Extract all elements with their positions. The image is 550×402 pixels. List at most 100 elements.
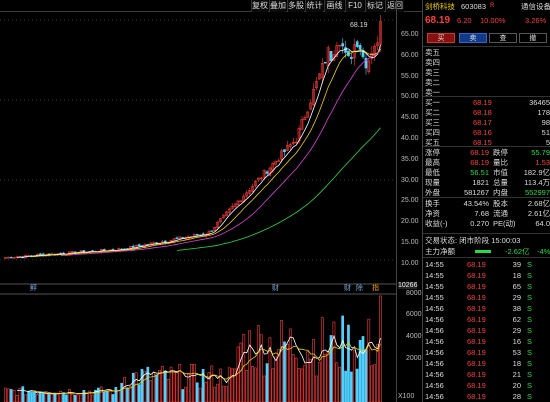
candle-body <box>38 253 42 256</box>
candle-body <box>245 192 249 197</box>
candle-body <box>379 21 382 45</box>
price-tick: 65.00 <box>401 30 419 38</box>
tick-time: 14:55 <box>425 293 444 302</box>
tick-volume: 53 <box>512 348 521 357</box>
candle-body <box>219 218 222 223</box>
tick-row: 14:56 68.19 16 S <box>425 337 550 346</box>
volume-bar <box>222 385 225 402</box>
volume-bar <box>358 340 362 402</box>
stat-label: 净资 <box>425 209 440 218</box>
tick-price: 68.19 <box>467 392 486 401</box>
trade-button-3[interactable]: 撤 <box>519 33 547 43</box>
toolbar-0-button[interactable]: 复权 <box>251 0 268 12</box>
volume-bar <box>99 386 103 402</box>
volume-bar <box>4 387 7 402</box>
price-tick: 30.00 <box>401 176 419 184</box>
ask-label: 卖一 <box>425 88 440 97</box>
candle-body <box>320 63 324 78</box>
quote-panel: 剑桥科技 603083 R 通信设备 68.19 6.20 10.00% 3.2… <box>423 0 550 402</box>
volume-bar <box>85 392 89 402</box>
chart-toolbar: 复权 叠加 多股 统计 画线 F10 标记 返回 <box>0 0 422 12</box>
trade-button-2[interactable]: 查 <box>489 33 517 43</box>
toolbar-7-button[interactable]: 返回 <box>385 0 404 12</box>
candle-body <box>6 256 10 259</box>
candle-body <box>268 167 272 176</box>
tick-row: 14:56 68.19 28 S <box>425 392 550 401</box>
volume-bar <box>76 394 80 402</box>
stat-value: 182.9亿 <box>523 168 550 177</box>
candle-body <box>367 60 371 72</box>
bid-price: 68.16 <box>473 128 492 137</box>
toolbar-3-button[interactable]: 统计 <box>305 0 323 12</box>
tick-row: 14:56 68.19 20 S <box>425 381 550 390</box>
bid-price: 68.18 <box>473 108 492 117</box>
volume-bar <box>6 388 10 402</box>
tick-time: 14:55 <box>425 271 444 280</box>
toolbar-1-button[interactable]: 叠加 <box>269 0 286 12</box>
tick-volume: 16 <box>512 337 521 346</box>
volume-bar <box>126 387 129 402</box>
tick-direction: S <box>527 359 533 368</box>
sector-name[interactable]: 通信设备 <box>521 2 550 11</box>
candle-body <box>329 51 333 62</box>
toolbar-2-button[interactable]: 多股 <box>287 0 304 12</box>
toolbar-5-button[interactable]: F10 <box>345 0 364 12</box>
candle-body <box>233 203 237 208</box>
volume-bar <box>283 341 286 402</box>
tick-direction: S <box>527 315 533 324</box>
bid-label: 买三 <box>425 118 440 127</box>
volume-bar <box>65 394 68 402</box>
candle-body <box>286 145 289 151</box>
volume-bar <box>62 392 65 402</box>
netflow-value: -2.62亿 <box>505 247 530 256</box>
tick-price: 68.19 <box>467 271 486 280</box>
volume-bar <box>236 346 240 402</box>
volume-bar <box>230 368 234 402</box>
volume-bar <box>294 357 298 402</box>
bid-price: 68.15 <box>473 138 492 147</box>
volume-bar <box>195 382 199 402</box>
candle-body <box>355 41 359 47</box>
ask-label: 卖二 <box>425 78 440 87</box>
candle-body <box>236 200 240 206</box>
volume-bar <box>50 394 54 402</box>
stat-label: 流通 <box>493 209 508 218</box>
volume-bar <box>184 386 187 402</box>
volume-bar <box>364 349 368 402</box>
candle-body <box>213 226 217 231</box>
stat-value: 1821 <box>472 178 489 187</box>
stat-label: 外盘 <box>425 188 440 197</box>
candle-body <box>315 81 318 89</box>
tick-row: 14:56 68.19 29 S <box>425 326 550 335</box>
candle-body <box>70 251 74 253</box>
tick-price: 68.19 <box>467 260 486 269</box>
volume-bar <box>224 386 228 402</box>
volume-bar <box>347 324 350 402</box>
volume-bar <box>123 376 126 402</box>
stock-name: 剑桥科技 <box>425 2 455 11</box>
stat-label: 涨停 <box>425 148 440 157</box>
volume-bar <box>379 295 382 402</box>
trade-button-1[interactable]: 卖 <box>459 33 487 43</box>
tick-row: 14:55 68.19 65 S <box>425 282 550 291</box>
volume-bar <box>161 365 164 402</box>
candle-body <box>254 181 257 187</box>
volume-bar <box>309 359 313 402</box>
stat-label: 最低 <box>425 168 440 177</box>
volume-bar <box>143 370 147 402</box>
trade-button-0[interactable]: 买 <box>427 33 455 43</box>
volume-bar <box>108 389 112 402</box>
tick-time: 14:56 <box>425 304 444 313</box>
volume-tick: 2000 <box>406 355 422 362</box>
tick-direction: S <box>527 348 533 357</box>
toolbar-4-button[interactable]: 画线 <box>324 0 344 12</box>
candle-body <box>265 171 269 174</box>
kline-chart[interactable]: 鮃财财除指 <box>0 12 396 402</box>
stat-value: 55.79 <box>531 148 550 157</box>
volume-bar <box>30 391 33 402</box>
volume-bar <box>361 336 365 402</box>
volume-bar <box>105 390 109 402</box>
event-marker-icon: 鮃 <box>30 283 37 292</box>
toolbar-6-button[interactable]: 标记 <box>365 0 384 12</box>
tick-volume: 29 <box>512 326 521 335</box>
